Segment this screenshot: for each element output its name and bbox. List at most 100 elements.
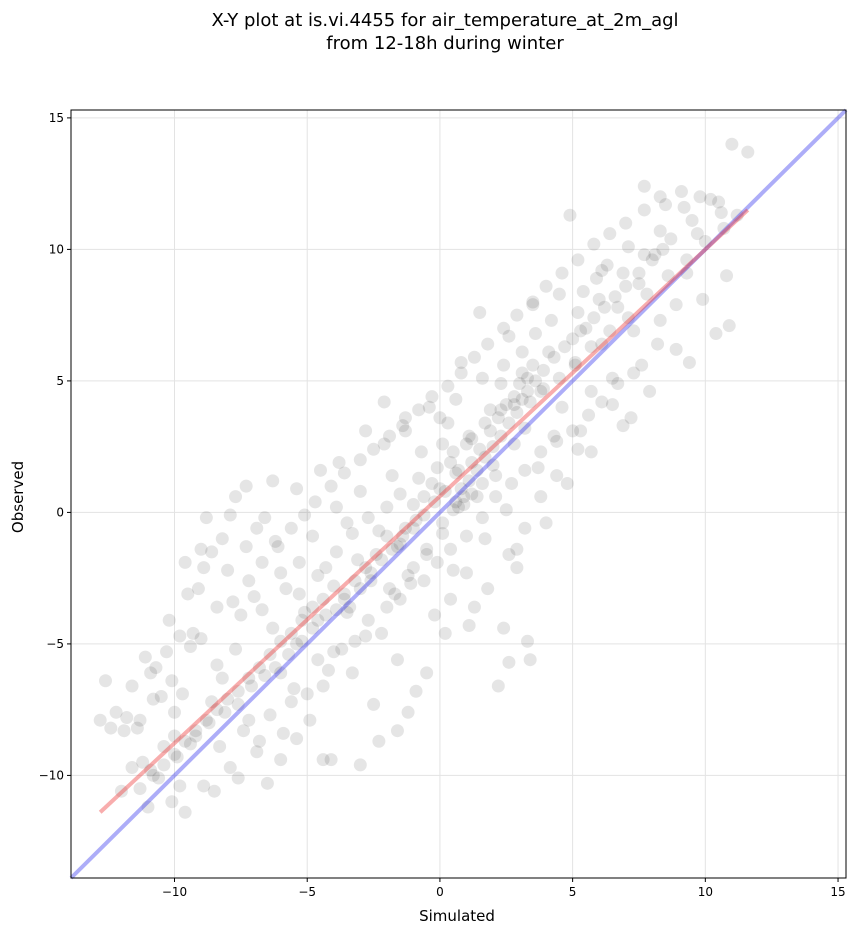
data-point [436,526,450,540]
data-point [109,705,123,719]
data-point [183,640,197,654]
data-point [133,713,147,727]
data-point [353,758,367,772]
data-point [571,306,585,320]
data-point [221,563,235,577]
data-point [234,608,248,622]
data-point [306,621,320,635]
data-point [398,521,412,535]
data-point [441,416,455,430]
data-point [136,755,150,769]
y-tick-label: 0 [56,505,64,519]
data-point [263,708,277,722]
data-point [454,482,468,496]
data-point [390,540,404,554]
data-point [446,563,460,577]
data-point [213,739,227,753]
data-point [223,761,237,775]
data-point [194,632,208,646]
data-point [526,298,540,312]
data-point [725,137,739,151]
data-point [438,484,452,498]
data-point [515,345,529,359]
data-point [377,437,391,451]
data-point [452,500,465,514]
data-point [393,592,407,606]
data-point [505,476,519,490]
data-point [284,521,298,535]
data-point [584,340,598,354]
data-point [292,587,306,601]
data-point [205,695,219,709]
data-point [446,445,460,459]
x-tick-label: 0 [436,885,444,899]
data-point [528,374,542,388]
data-point [146,768,160,782]
data-point [680,253,694,267]
data-point [531,461,545,475]
data-point [295,613,309,627]
data-point [279,582,293,596]
data-point [709,327,723,341]
y-tick-label: 15 [49,111,64,125]
data-point [382,429,396,443]
data-point [499,398,513,412]
y-tick-label: 10 [49,242,64,256]
data-point [518,463,532,477]
data-point [210,658,224,672]
data-point [178,805,192,819]
data-point [489,469,503,483]
data-point [165,795,179,809]
data-point [669,298,683,312]
data-point [146,692,160,706]
data-point [664,232,678,246]
data-point [643,384,657,398]
data-point [494,403,508,417]
data-point [93,713,107,727]
data-point [436,437,450,451]
data-point [627,366,641,380]
x-tick-label: 15 [830,885,845,899]
data-point [284,626,298,640]
data-point [534,445,548,459]
data-point [215,671,229,685]
data-point [327,579,341,593]
data-point [340,605,354,619]
data-point [571,442,585,456]
data-point [202,716,216,730]
data-point [189,724,203,738]
data-point [574,424,588,438]
data-point [444,542,458,556]
data-point [364,566,378,580]
x-tick-label: −5 [298,885,316,899]
data-point [576,284,590,298]
y-axis-ticks: −10 −5 0 5 10 15 [39,111,71,782]
data-point [152,771,166,785]
data-point [425,476,439,490]
data-point [335,642,349,656]
data-point [714,206,728,220]
data-point [539,516,553,530]
data-point [597,300,611,314]
data-point [329,500,343,514]
data-point [502,655,516,669]
data-point [659,198,673,212]
data-point [319,561,333,575]
data-point [144,666,158,680]
data-point [199,511,213,525]
data-point [661,269,675,283]
data-point [316,753,330,767]
data-point [637,248,651,262]
data-point [130,721,144,735]
data-point [690,227,704,241]
data-point [229,642,243,656]
data-point [324,753,338,767]
data-point [401,569,415,583]
data-point [552,371,566,385]
data-point [311,613,325,627]
data-point [513,377,527,391]
data-point [369,547,383,561]
data-point [390,724,404,738]
data-point [385,469,399,483]
data-point [627,324,641,338]
